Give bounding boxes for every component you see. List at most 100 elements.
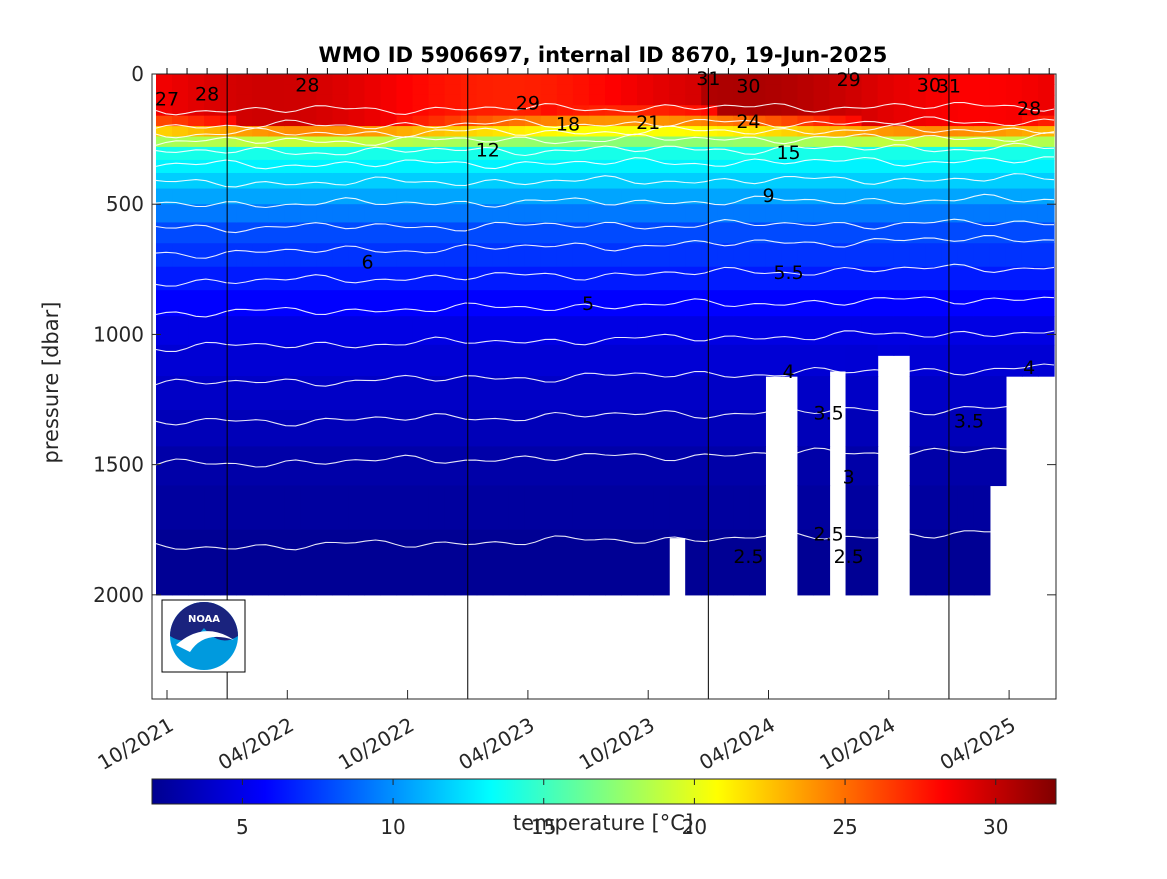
field-cell: [316, 376, 333, 411]
field-cell: [845, 344, 863, 377]
field-cell: [268, 146, 285, 161]
field-cell: [1005, 136, 1023, 148]
field-cell: [284, 188, 301, 205]
field-cell: [220, 344, 237, 377]
field-cell: [476, 222, 494, 244]
isotherm-line: [155, 124, 1055, 139]
field-cell: [989, 74, 1007, 86]
field-cell: [989, 84, 1007, 96]
field-cell: [749, 485, 766, 531]
field-cell: [204, 136, 221, 148]
field-cell: [877, 243, 895, 268]
field-cell: [989, 159, 1007, 174]
field-cell: [973, 159, 991, 174]
field-cell: [893, 172, 911, 190]
field-cell: [364, 485, 382, 531]
field-cell: [749, 105, 766, 117]
field-cell: [733, 529, 750, 596]
colorbar-tick-label: 30: [983, 815, 1008, 839]
field-cell: [685, 529, 702, 596]
field-cell: [1005, 204, 1023, 224]
field-cell: [572, 446, 590, 487]
field-cell: [572, 188, 590, 205]
field-cell: [829, 266, 847, 291]
field-cell: [508, 290, 526, 317]
field-cell: [749, 266, 766, 291]
field-cell: [941, 316, 959, 346]
field-cell: [348, 159, 366, 174]
field-cell: [492, 126, 510, 138]
field-cell: [717, 316, 734, 346]
field-cell: [268, 204, 285, 224]
field-cell: [348, 105, 366, 117]
field-cell: [941, 188, 959, 205]
chart-title: WMO ID 5906697, internal ID 8670, 19-Jun…: [319, 43, 888, 67]
field-cell: [653, 290, 670, 317]
field-cell: [348, 188, 366, 205]
field-cell: [220, 126, 237, 138]
field-cell: [653, 266, 670, 291]
field-cell: [941, 172, 959, 190]
field-cell: [284, 316, 301, 346]
field-cell: [588, 188, 606, 205]
field-cell: [765, 115, 782, 127]
field-cell: [829, 146, 847, 161]
contour-label: 30: [736, 76, 760, 98]
field-cell: [749, 172, 766, 190]
field-cell: [925, 222, 943, 244]
field-cell: [685, 136, 702, 148]
field-cell: [877, 115, 895, 127]
field-cell: [428, 344, 446, 377]
field-cell: [813, 146, 831, 161]
field-cell: [781, 115, 799, 127]
field-cell: [220, 159, 237, 174]
field-cell: [396, 485, 414, 531]
field-cell: [556, 222, 574, 244]
field-cell: [829, 84, 847, 96]
field-cell: [588, 74, 606, 86]
field-cell: [316, 94, 333, 106]
field-cell: [925, 146, 943, 161]
plot-frame: [151, 73, 1057, 700]
field-cell: [348, 84, 366, 96]
field-cell: [588, 529, 606, 596]
field-cell: [588, 485, 606, 531]
field-cell: [845, 409, 863, 447]
field-cell: [236, 344, 253, 377]
field-cell: [332, 485, 350, 531]
field-cell: [188, 243, 205, 268]
field-cell: [813, 222, 831, 244]
field-cell: [380, 94, 398, 106]
isotherm-line: [155, 218, 1054, 234]
field-cell: [588, 376, 606, 411]
field-cell: [637, 266, 654, 291]
field-cell: [508, 94, 526, 106]
field-cell: [733, 290, 750, 317]
field-cell: [236, 94, 253, 106]
field-cell: [861, 344, 879, 377]
field-cell: [300, 74, 317, 86]
field-cell: [540, 243, 558, 268]
field-cell: [284, 105, 301, 117]
field-cell: [396, 74, 414, 86]
field-cell: [364, 266, 382, 291]
field-cell: [877, 290, 895, 317]
field-cell: [524, 74, 542, 86]
field-cell: [364, 222, 382, 244]
contour-label: 2.5: [834, 546, 864, 568]
field-cell: [925, 204, 943, 224]
field-cell: [749, 84, 766, 96]
field-cell: [572, 126, 590, 138]
field-cell: [268, 344, 285, 377]
field-cell: [893, 115, 911, 127]
field-cell: [396, 222, 414, 244]
field-cell: [332, 529, 350, 596]
field-cell: [877, 344, 895, 356]
field-cell: [637, 172, 654, 190]
field-cell: [653, 188, 670, 205]
field-cell: [588, 222, 606, 244]
field-cell: [412, 409, 430, 447]
field-cell: [540, 344, 558, 377]
field-cell: [877, 136, 895, 148]
field-cell: [621, 94, 638, 106]
